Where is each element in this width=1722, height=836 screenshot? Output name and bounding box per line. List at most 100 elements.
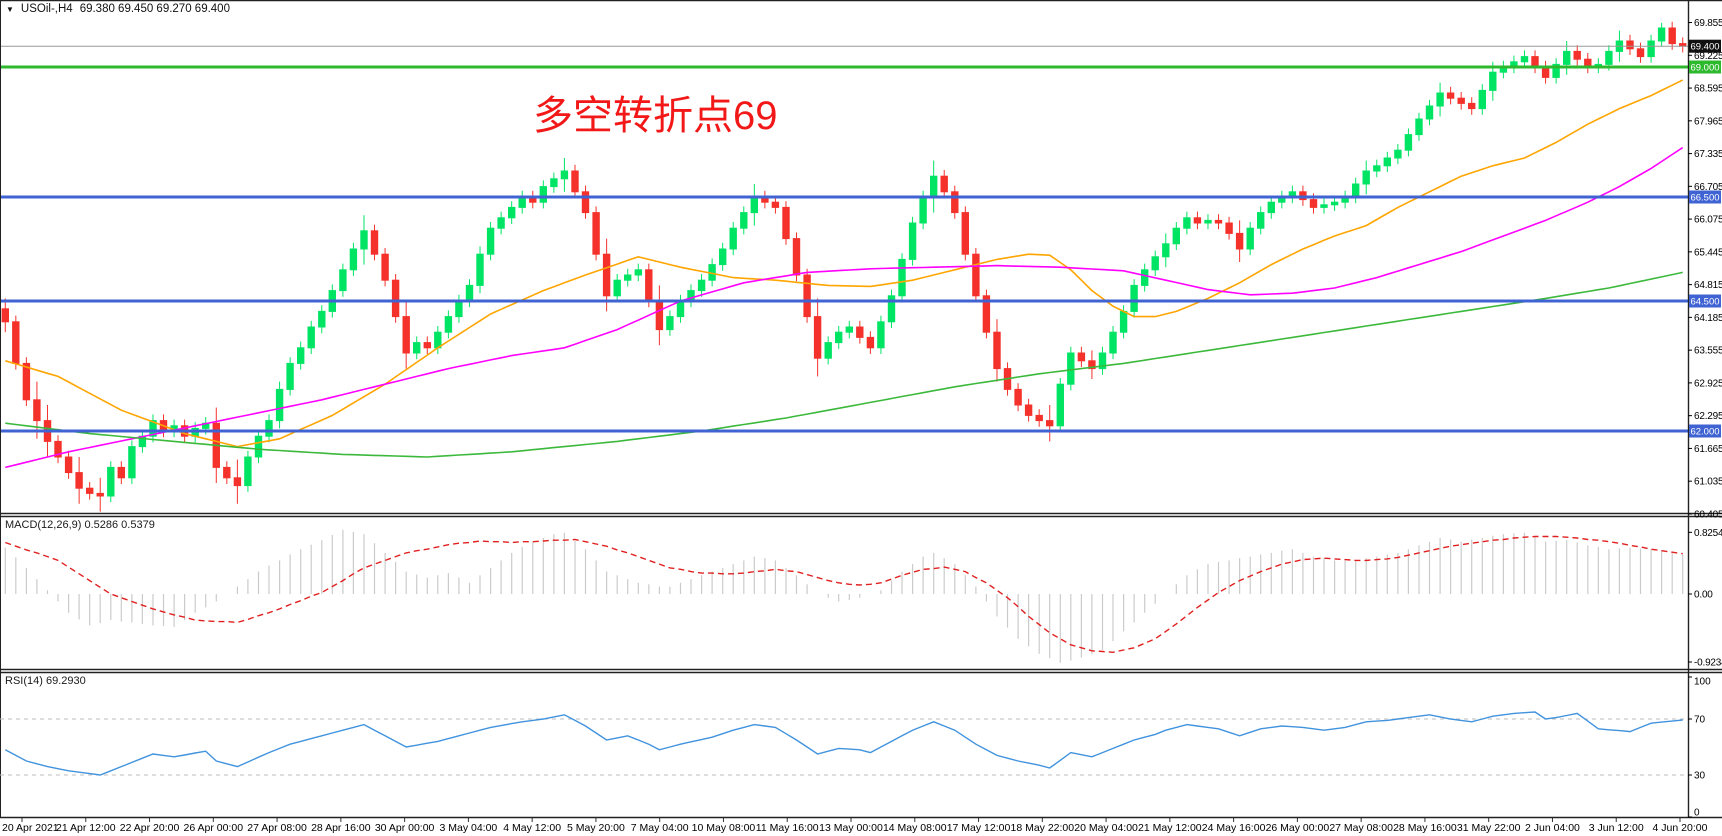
candle-body [560,170,569,180]
candle-body [951,191,959,214]
candle-body [1119,310,1128,333]
time-tick-label: 31 May 22:00 [1457,822,1521,834]
price-tick-label: 64.185 [1694,313,1722,324]
price-badge-label: 69.400 [1690,42,1719,53]
rsi-axis-label: 0 [1694,808,1700,819]
candle-body [1668,27,1676,45]
price-tick-label: 67.335 [1694,149,1722,160]
time-tick-label: 2 Jun 04:00 [1525,822,1580,834]
symbol-title: USOil-,H4 [20,3,73,15]
candle-body [1183,217,1191,229]
price-tick-label: 61.035 [1694,477,1722,488]
candle-body [12,321,20,364]
time-tick-label: 28 May 16:00 [1393,822,1457,834]
candle-body [729,227,737,250]
time-tick-label: 4 May 12:00 [503,822,561,834]
candle-body [413,342,421,354]
candle-body [518,196,526,208]
candle-body [96,492,104,497]
candle-body [1541,66,1550,78]
candle-body [919,196,927,224]
candle-body [866,336,875,349]
candle-body [1404,134,1413,151]
candle-body [824,342,832,359]
candle-body [265,420,273,437]
candle-body [993,331,1001,370]
candle-body [972,253,980,297]
candle-body [835,331,843,344]
candle-body [1362,170,1370,185]
candle-body [613,279,621,297]
time-tick-label: 4 Jun 20:00 [1653,822,1708,834]
candle-body [655,300,664,331]
candle-body [1605,50,1613,65]
candle-body [1162,243,1170,258]
candle-body [455,300,463,318]
ma-green-line [5,271,1683,458]
candle-body [666,316,674,331]
candle-body [845,326,853,333]
time-tick-label: 27 May 08:00 [1329,822,1393,834]
candle-body [381,253,389,281]
price-badge-label: 66.500 [1690,193,1719,204]
candle-body [539,186,547,203]
candle-body [244,456,252,487]
macd-panel: 0.8254 0.00 -0.9234 [4,528,1722,669]
candle-body [1563,50,1571,65]
candle-body [360,230,368,250]
candle-body [1468,102,1476,110]
level-price-badge [1689,294,1721,308]
candle-body [508,206,516,219]
candle-body [297,347,305,364]
time-tick-label: 22 Apr 20:00 [120,822,180,834]
candle-body [33,399,41,422]
price-tick-label: 66.075 [1694,215,1722,226]
candle-body [1478,89,1486,110]
candle-body [930,175,938,198]
candle-body [1267,201,1275,214]
candle-body [54,440,62,458]
rsi-indicator-label: RSI(14) 69.2930 [5,675,86,687]
candle-body [1415,118,1423,136]
candle-body [1657,27,1666,42]
candle-body [1383,157,1391,167]
time-tick-label: 21 Apr 12:00 [56,822,116,834]
candle-body [370,230,379,255]
candle-body [803,274,811,318]
candle-body [898,258,906,297]
candle-body [602,253,611,297]
candle-body [349,248,358,271]
rsi-axis-label: 100 [1694,677,1711,688]
rsi-line [4,711,1683,776]
ma-green [5,271,1683,458]
price-tick-label: 61.665 [1694,444,1722,455]
candle-body [22,362,31,401]
candle-body [1077,352,1086,362]
candle-body [1520,56,1529,63]
candle-body [1436,92,1444,107]
candle-body [940,175,948,193]
current-price-badge [1689,39,1721,53]
price-badge-label: 64.500 [1690,297,1719,308]
time-tick-label: 28 Apr 16:00 [311,822,371,834]
price-tick-label: 69.855 [1694,18,1722,29]
candle-body [782,206,790,240]
ma-magenta-line [5,146,1684,469]
candle-body [1193,217,1202,224]
candle-body [1531,56,1539,68]
candle-body [1151,256,1159,271]
macd-axis-label: -0.9234 [1694,658,1722,669]
time-tick-label: 27 Apr 08:00 [247,822,307,834]
symbol-dropdown-icon[interactable]: ▼ [6,4,14,14]
time-tick-label: 3 May 04:00 [439,822,497,834]
candle-body [697,279,706,292]
candle-body [1046,420,1054,427]
time-tick-label: 24 May 16:00 [1202,822,1266,834]
candle-body [887,295,896,323]
symbol-ohlc-header: ▼ USOil-,H4 69.380 69.450 69.270 69.400 [6,3,230,15]
candle-body [64,456,73,474]
candle-body [740,212,748,229]
candle-body [792,238,801,276]
